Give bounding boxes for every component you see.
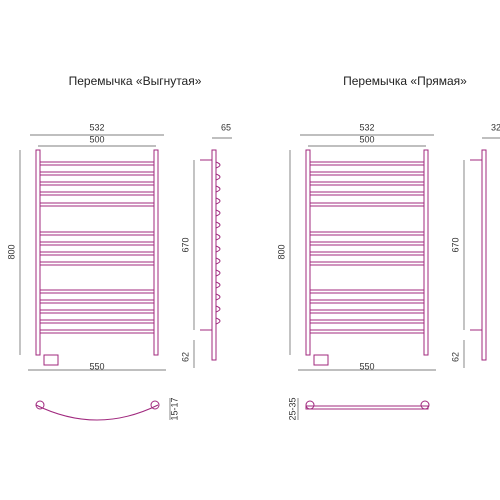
side-pipe <box>153 149 159 356</box>
rail <box>39 289 155 294</box>
rail <box>39 251 155 256</box>
rail <box>309 329 425 334</box>
rail <box>39 181 155 186</box>
rail <box>39 329 155 334</box>
dimension-label: 670 <box>180 237 190 252</box>
dimension-label: 32 <box>491 122 500 132</box>
rail <box>309 299 425 304</box>
rail <box>39 299 155 304</box>
rail-end <box>215 161 221 169</box>
rail <box>309 261 425 266</box>
rail-end <box>215 209 221 217</box>
dimension-label: 532 <box>359 122 374 132</box>
dimension-label: 800 <box>276 244 286 259</box>
rail <box>39 231 155 236</box>
rail-end <box>215 305 221 313</box>
rail <box>309 319 425 324</box>
dimension-label: 532 <box>89 122 104 132</box>
rail-end <box>215 293 221 301</box>
depth-label: 25-35 <box>287 397 297 420</box>
rail-end <box>215 257 221 265</box>
rail <box>309 181 425 186</box>
rail <box>39 161 155 166</box>
rail <box>39 261 155 266</box>
top-view-valve <box>35 400 45 410</box>
dimension-label: 670 <box>450 237 460 252</box>
rail <box>39 191 155 196</box>
rail <box>309 241 425 246</box>
rail <box>309 161 425 166</box>
rail-end <box>215 233 221 241</box>
dimension-label: 500 <box>89 134 104 144</box>
rail-end <box>215 317 221 325</box>
rail <box>39 241 155 246</box>
rail <box>39 319 155 324</box>
rail-end <box>215 197 221 205</box>
rail <box>309 231 425 236</box>
dimension-label: 550 <box>359 361 374 371</box>
rail <box>309 191 425 196</box>
dimension-label: 550 <box>89 361 104 371</box>
rail <box>309 171 425 176</box>
rail <box>309 251 425 256</box>
rail-end <box>215 185 221 193</box>
side-pipe <box>423 149 429 356</box>
dimension-label: 62 <box>450 352 460 362</box>
rail-end <box>215 269 221 277</box>
top-view-valve <box>420 400 430 410</box>
dimension-label: 65 <box>221 122 231 132</box>
depth-label: 15-17 <box>169 397 179 420</box>
rail-end <box>215 281 221 289</box>
side-pipe <box>305 149 311 356</box>
top-view-rail <box>35 404 159 421</box>
dimension-label: 500 <box>359 134 374 144</box>
dimension-label: 800 <box>6 244 16 259</box>
top-view-valve <box>305 400 315 410</box>
side-view-pipe <box>481 149 487 361</box>
dimension-label: 62 <box>180 352 190 362</box>
title: Перемычка «Прямая» <box>343 74 467 88</box>
title: Перемычка «Выгнутая» <box>69 74 202 88</box>
top-view-valve <box>150 400 160 410</box>
rail-end <box>215 245 221 253</box>
rail <box>39 171 155 176</box>
rail-end <box>215 221 221 229</box>
rail <box>39 202 155 207</box>
valve <box>313 354 329 366</box>
rail <box>309 289 425 294</box>
top-view-rail <box>305 405 429 410</box>
rail-end <box>215 173 221 181</box>
side-pipe <box>35 149 41 356</box>
rail <box>39 309 155 314</box>
side-view-pipe <box>211 149 217 361</box>
valve <box>43 354 59 366</box>
rail <box>309 309 425 314</box>
rail <box>309 202 425 207</box>
